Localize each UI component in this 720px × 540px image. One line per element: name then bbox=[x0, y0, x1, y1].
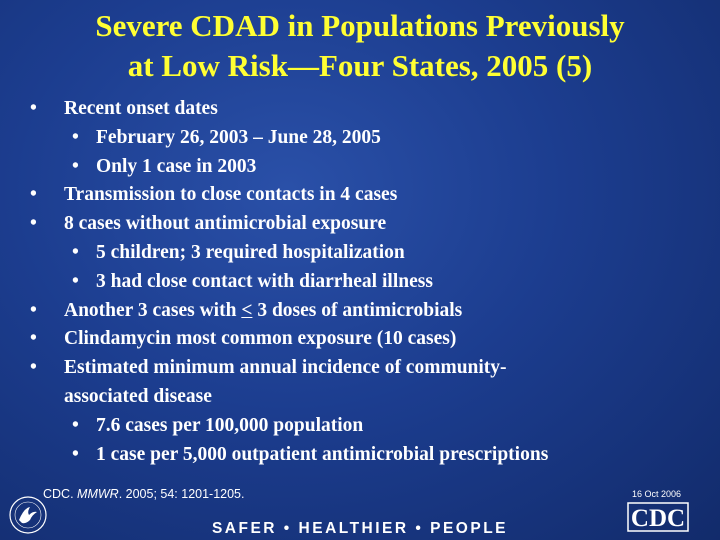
bullet-text: Transmission to close contacts in 4 case… bbox=[64, 184, 398, 206]
bullet-marker: • bbox=[30, 184, 37, 206]
bullet-text: 7.6 cases per 100,000 population bbox=[96, 414, 364, 436]
bullet-text: Recent onset dates bbox=[64, 98, 218, 119]
bullet-marker: • bbox=[30, 299, 37, 321]
bullet-text: Only 1 case in 2003 bbox=[96, 155, 257, 177]
sub-bullet-item: • 5 children; 3 required hospitalization bbox=[30, 239, 700, 268]
slide-title: Severe CDAD in Populations Previously at… bbox=[20, 6, 700, 86]
sub-bullet-item: • 7.6 cases per 100,000 population bbox=[30, 412, 700, 441]
bullet-text: February 26, 2003 – June 28, 2005 bbox=[96, 126, 381, 148]
bullet-text: 8 cases without antimicrobial exposure bbox=[64, 213, 387, 235]
title-line-1: Severe CDAD in Populations Previously bbox=[95, 8, 625, 43]
bullet-text: Clindamycin most common exposure (10 cas… bbox=[64, 328, 457, 350]
hhs-seal-icon bbox=[9, 496, 47, 534]
bullet-text-after: 3 doses of antimicrobials bbox=[252, 299, 463, 321]
bullet-marker: • bbox=[72, 443, 79, 465]
bullet-item: • Recent onset dates bbox=[30, 95, 700, 124]
bullet-item: • Another 3 cases with < 3 doses of anti… bbox=[30, 297, 700, 326]
bullet-marker: • bbox=[30, 357, 37, 379]
footer-tagline: SAFER • HEALTHIER • PEOPLE bbox=[211, 520, 509, 537]
slide-date: 16 Oct 2006 bbox=[632, 489, 682, 499]
citation-journal: MMWR bbox=[77, 487, 119, 501]
bullet-text: 1 case per 5,000 outpatient antimicrobia… bbox=[96, 443, 549, 465]
bullet-item: • Clindamycin most common exposure (10 c… bbox=[30, 325, 700, 354]
sub-bullet-item: • February 26, 2003 – June 28, 2005 bbox=[30, 124, 700, 153]
bullet-marker: • bbox=[30, 213, 37, 235]
sub-bullet-item: • Only 1 case in 2003 bbox=[30, 153, 700, 182]
bullet-marker: • bbox=[72, 126, 79, 148]
bullet-text: 3 had close contact with diarrheal illne… bbox=[96, 270, 433, 292]
bullet-item: • Estimated minimum annual incidence of … bbox=[30, 354, 700, 412]
citation-rest: . 2005; 54: 1201-1205. bbox=[118, 487, 245, 501]
bullet-text: 5 children; 3 required hospitalization bbox=[96, 241, 405, 263]
sub-bullet-item: • 1 case per 5,000 outpatient antimicrob… bbox=[30, 441, 700, 470]
cdc-logo-text: CDC bbox=[631, 505, 685, 532]
bullet-marker: • bbox=[72, 241, 79, 263]
bullet-text-line-1: Estimated minimum annual incidence of co… bbox=[64, 357, 507, 379]
bullet-marker: • bbox=[72, 270, 79, 292]
title-line-2: at Low Risk—Four States, 2005 (5) bbox=[127, 48, 593, 83]
bullet-marker: • bbox=[30, 328, 37, 350]
citation-prefix: CDC. bbox=[43, 487, 78, 501]
bullet-text-before: Another 3 cases with bbox=[64, 299, 242, 321]
bullet-marker: • bbox=[72, 414, 79, 436]
citation: CDC. MMWR. 2005; 54: 1201-1205. bbox=[43, 487, 245, 501]
cdc-logo: CDC bbox=[627, 502, 689, 532]
bullet-item: • 8 cases without antimicrobial exposure bbox=[30, 210, 700, 239]
bullet-marker: • bbox=[72, 155, 79, 177]
bullet-list: • Recent onset dates • February 26, 2003… bbox=[30, 95, 700, 469]
bullet-item: • Transmission to close contacts in 4 ca… bbox=[30, 181, 700, 210]
bullet-text-line-2: associated disease bbox=[64, 385, 212, 407]
less-than-or-equal-symbol: < bbox=[241, 299, 253, 321]
bullet-marker: • bbox=[30, 98, 37, 119]
sub-bullet-item: • 3 had close contact with diarrheal ill… bbox=[30, 268, 700, 297]
